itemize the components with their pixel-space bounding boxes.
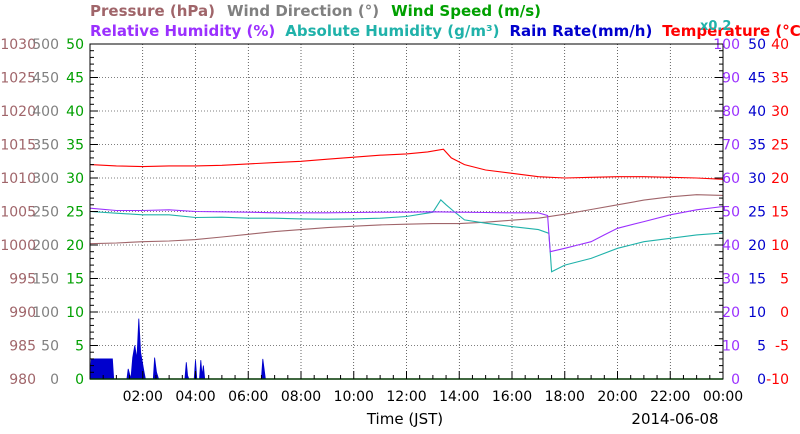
x-tick-label: 00:00 <box>703 389 743 405</box>
y-tick-label-pressure: 1005 <box>0 205 36 221</box>
x-tick-label: 22:00 <box>650 389 690 405</box>
y-tick-label-wind-speed: 20 <box>66 238 84 254</box>
y-tick-label-rain-rate: 50 <box>748 37 766 53</box>
y-tick-label-wind-speed: 50 <box>66 37 84 53</box>
y-tick-label-wind-direction: 450 <box>32 71 59 87</box>
series-pressure-hpa <box>89 194 724 245</box>
y-tick-label-wind-direction: 50 <box>41 339 59 355</box>
y-tick-label-rain-rate: 30 <box>748 171 766 187</box>
x-axis: 02:00 04:00 06:00 08:00 10:00 12:00 14:00 16:00… <box>89 371 743 405</box>
plot-frame <box>89 43 724 380</box>
y-tick-label-pressure: 985 <box>9 339 36 355</box>
x-tick-label: 10:00 <box>334 389 374 405</box>
y-tick-label-wind-speed: 25 <box>66 205 84 221</box>
y-tick-label-temperature: 25 <box>771 138 789 154</box>
y-tick-label-pressure: 1020 <box>0 104 36 120</box>
y-tick-label-wind-speed: 45 <box>66 71 84 87</box>
y-tick-label-temperature: 35 <box>771 71 789 87</box>
y-tick-label-wind-direction: 250 <box>32 205 59 221</box>
legend-item: Pressure (hPa) <box>90 2 215 20</box>
y-tick-label-relative-humidity: 60 <box>722 171 740 187</box>
x-tick-label: 14:00 <box>439 389 479 405</box>
y-tick-label-relative-humidity: 10 <box>722 339 740 355</box>
y-tick-label-wind-direction: 0 <box>50 372 59 388</box>
y-tick-label-temperature: 0 <box>780 305 789 321</box>
y-tick-label-wind-speed: 0 <box>75 372 84 388</box>
y-tick-label-temperature: 10 <box>771 238 789 254</box>
y-tick-label-pressure: 1010 <box>0 171 36 187</box>
y-tick-label-pressure: 1030 <box>0 37 36 53</box>
y-tick-label-temperature: 5 <box>780 272 789 288</box>
x-tick-label: 06:00 <box>228 389 268 405</box>
y-tick-label-rain-rate: 10 <box>748 305 766 321</box>
legend: Pressure (hPa) Wind Direction (°) Wind Spe… <box>90 2 800 40</box>
y-tick-label-rain-rate: 15 <box>748 272 766 288</box>
y-tick-label-wind-direction: 100 <box>32 305 59 321</box>
legend-item: Relative Humidity (%) <box>90 22 275 40</box>
series-temperature-c <box>89 148 724 180</box>
y-tick-label-relative-humidity: 20 <box>722 305 740 321</box>
y-axes: 1030102510201015101010051000995990985980… <box>0 37 789 388</box>
y-tick-label-wind-direction: 350 <box>32 138 59 154</box>
y-tick-label-relative-humidity: 40 <box>722 238 740 254</box>
x-tick-label: 08:00 <box>281 389 321 405</box>
y-tick-label-pressure: 990 <box>9 305 36 321</box>
x-tick-label: 18:00 <box>545 389 585 405</box>
y-tick-label-relative-humidity: 100 <box>713 37 740 53</box>
x-tick-label: 20:00 <box>597 389 637 405</box>
y-tick-label-relative-humidity: 0 <box>731 372 740 388</box>
y-tick-label-temperature: -10 <box>766 372 789 388</box>
date-label: 2014-06-08 <box>631 410 718 428</box>
x-tick-label: 04:00 <box>175 389 215 405</box>
y-tick-label-pressure: 1000 <box>0 238 36 254</box>
y-tick-label-wind-speed: 40 <box>66 104 84 120</box>
y-tick-label-wind-speed: 35 <box>66 138 84 154</box>
y-tick-label-wind-speed: 10 <box>66 305 84 321</box>
y-tick-label-wind-direction: 300 <box>32 171 59 187</box>
y-tick-label-temperature: 30 <box>771 104 789 120</box>
grid <box>90 44 723 379</box>
y-tick-label-wind-speed: 15 <box>66 272 84 288</box>
x-tick-label: 16:00 <box>492 389 532 405</box>
y-tick-label-rain-rate: 0 <box>757 372 766 388</box>
x-tick-label: 12:00 <box>386 389 426 405</box>
y-tick-label-wind-direction: 500 <box>32 37 59 53</box>
y-tick-label-relative-humidity: 90 <box>722 71 740 87</box>
y-tick-label-temperature: 40 <box>771 37 789 53</box>
series-absolute-humidity-g-m <box>89 198 724 273</box>
y-tick-label-relative-humidity: 30 <box>722 272 740 288</box>
y-tick-label-rain-rate: 20 <box>748 238 766 254</box>
y-tick-label-rain-rate: 5 <box>757 339 766 355</box>
y-tick-label-rain-rate: 40 <box>748 104 766 120</box>
x-tick-label: 02:00 <box>123 389 163 405</box>
y-tick-label-temperature: 20 <box>771 171 789 187</box>
series-relative-humidity <box>89 205 724 253</box>
y-tick-label-wind-speed: 30 <box>66 171 84 187</box>
y-tick-label-rain-rate: 25 <box>748 205 766 221</box>
y-tick-label-temperature: -5 <box>775 339 789 355</box>
series-rain-rate-mm-h <box>89 318 267 380</box>
y-tick-label-pressure: 1025 <box>0 71 36 87</box>
legend-item: Absolute Humidity (g/m³) <box>285 22 499 40</box>
y-tick-label-wind-direction: 400 <box>32 104 59 120</box>
y-tick-label-temperature: 15 <box>771 205 789 221</box>
y-tick-label-pressure: 980 <box>9 372 36 388</box>
legend-item: Rain Rate(mm/h) <box>509 22 652 40</box>
legend-item: Wind Direction (°) <box>227 2 379 20</box>
y-tick-label-relative-humidity: 70 <box>722 138 740 154</box>
y-tick-label-wind-direction: 150 <box>32 272 59 288</box>
y-tick-label-relative-humidity: 80 <box>722 104 740 120</box>
y-tick-label-wind-speed: 5 <box>75 339 84 355</box>
legend-item: Wind Speed (m/s) <box>391 2 541 20</box>
y-tick-label-pressure: 1015 <box>0 138 36 154</box>
scale-note: x0.2 <box>700 19 731 34</box>
x-axis-title: Time (JST) <box>366 410 443 428</box>
legend-item: Temperature (°C) <box>662 22 800 40</box>
y-tick-label-pressure: 995 <box>9 272 36 288</box>
y-tick-label-rain-rate: 35 <box>748 138 766 154</box>
y-tick-label-wind-direction: 200 <box>32 238 59 254</box>
y-tick-label-rain-rate: 45 <box>748 71 766 87</box>
y-tick-label-relative-humidity: 50 <box>722 205 740 221</box>
